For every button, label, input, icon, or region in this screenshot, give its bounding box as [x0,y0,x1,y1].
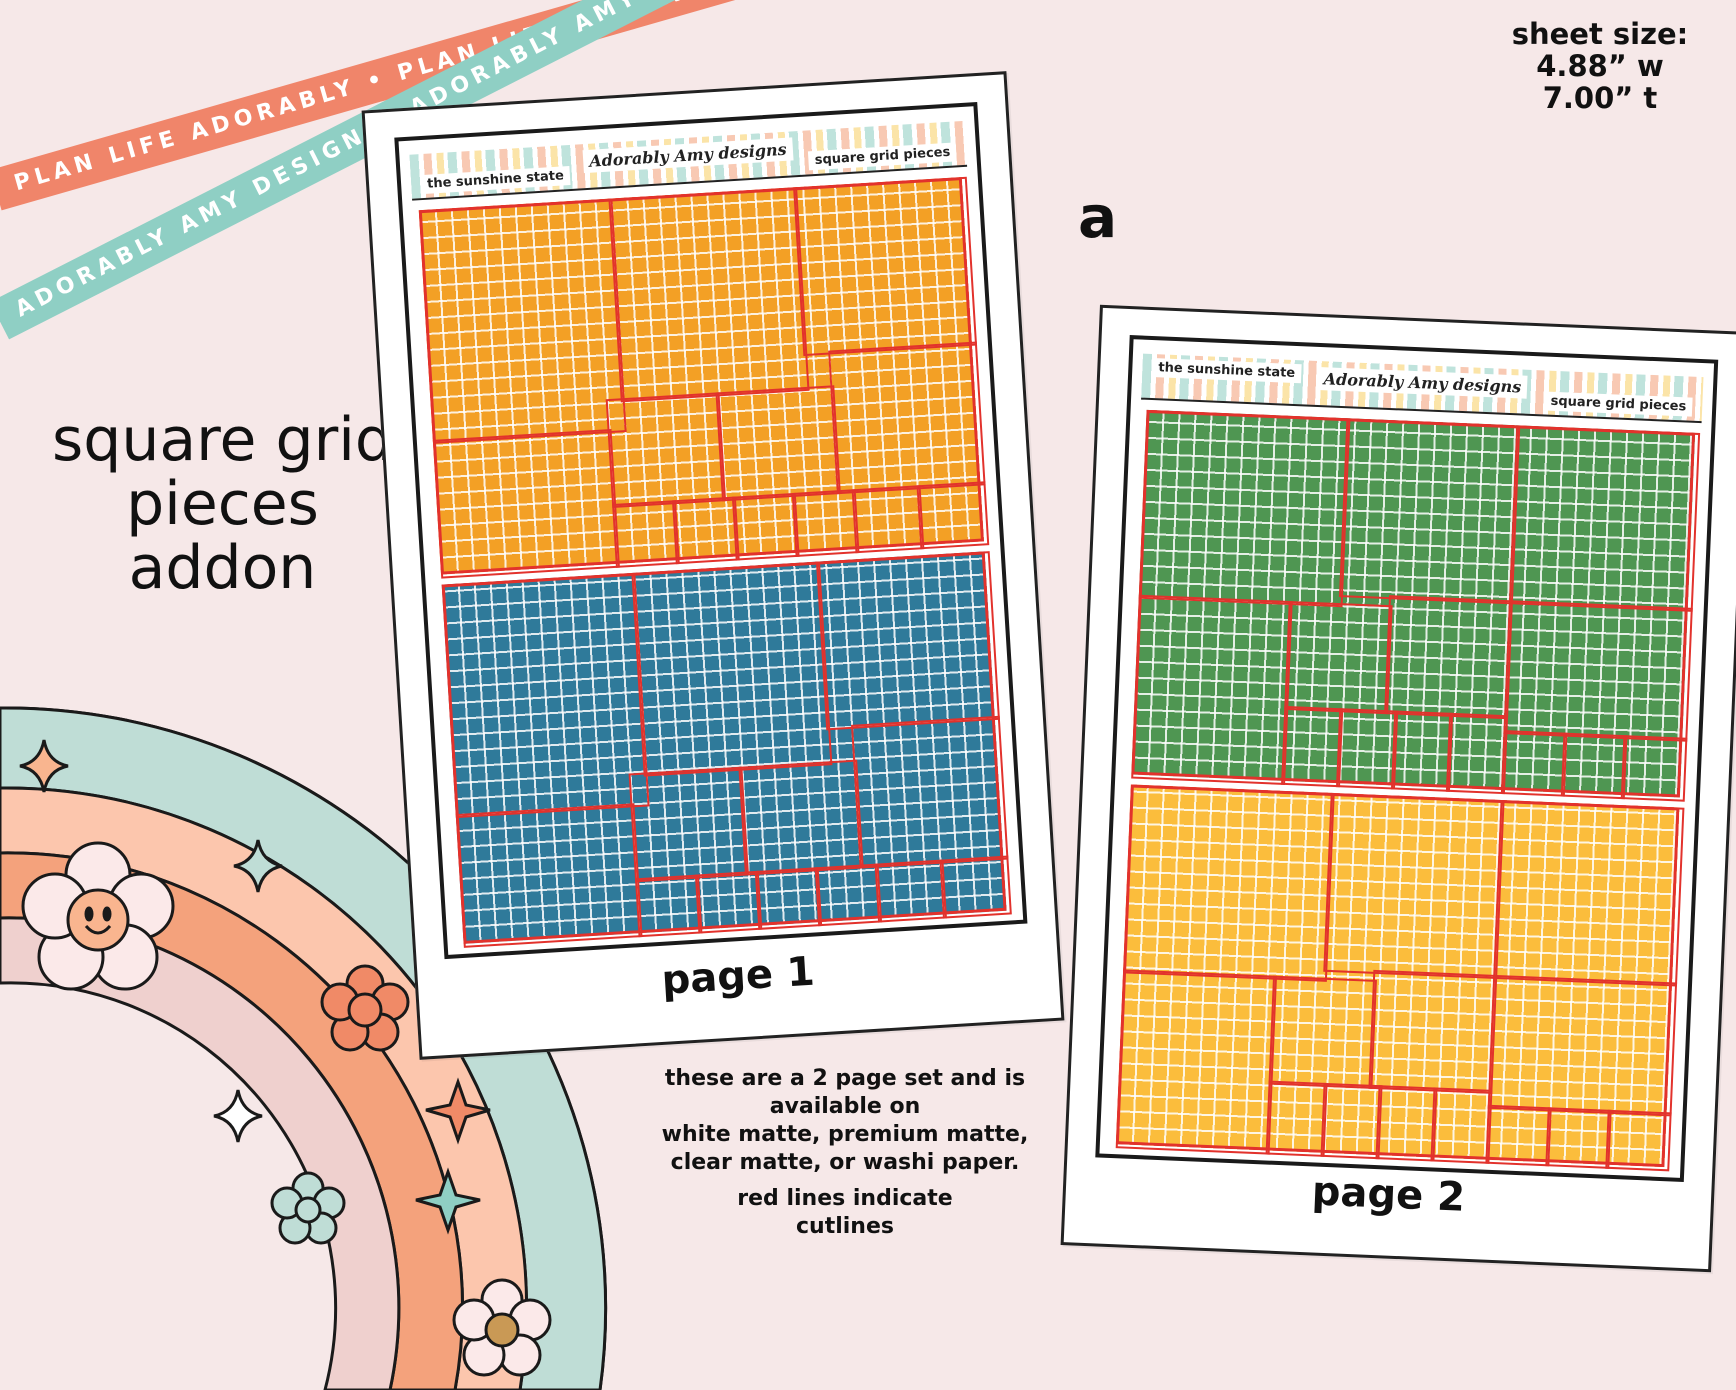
sticker-sheet: the sunshine state Adorably Amy designs … [394,102,1028,960]
cutline [694,870,763,934]
title-line-2: pieces [126,469,319,539]
flower-icon [452,1278,552,1377]
grid-panel-blue [441,551,1012,948]
product-info: these are a 2 page set and is available … [660,1065,1030,1241]
star-icon [415,1167,481,1235]
cutline [828,341,986,495]
cutline [634,874,703,938]
info-line: cutlines [796,1214,894,1239]
sheet-theme-label: the sunshine state [1152,358,1302,384]
cutline [1545,1107,1612,1169]
cutline [1335,708,1399,790]
grid-panel-orange [418,176,990,579]
grid-panel-yellow [1115,784,1685,1172]
cutline [793,176,978,357]
cutline [418,198,627,444]
cutline [738,759,864,876]
cutline [791,489,860,557]
sheet-kit-label: square grid pieces [808,142,957,171]
cutline [815,551,1000,731]
cutline [1384,595,1513,720]
cutline [1605,1109,1672,1172]
cutline [715,385,841,502]
cutline [1487,974,1678,1117]
cutline [1123,784,1335,982]
info-line: white matte, premium matte, [661,1122,1029,1147]
cutline [916,481,990,550]
flower-icon [270,1171,346,1245]
cutline [1115,969,1278,1155]
cutline [432,428,620,579]
smiley-flower-icon [21,841,175,991]
sheet-preview-page-2: the sunshine state Adorably Amy designs … [1060,304,1736,1273]
sticker-sheet: the sunshine state Adorably Amy designs … [1095,335,1719,1182]
cutline [605,392,727,509]
info-line: clear matte, or washi paper. [670,1150,1020,1175]
rainbow-illustration [0,706,608,1390]
title-line-1: square grid [52,405,393,475]
cutline [1390,710,1454,792]
cutline [939,855,1012,919]
grid-panel-green [1131,409,1701,802]
sheet-size-height: 7.00” t [1542,81,1658,115]
cutline [628,766,749,883]
cutline [851,485,925,554]
cutline [1445,712,1509,795]
cutline [1320,1082,1383,1160]
cutline [874,859,947,923]
cutline [1503,600,1693,742]
product-title: square grid pieces addon [30,408,415,600]
cutline [1430,1087,1493,1164]
brand-logo: Adorably Amy designs [582,137,794,174]
variant-letter: a [1078,183,1118,251]
cutline [671,496,740,565]
cutline [754,867,823,930]
sparkle-icon [233,839,283,893]
cutline [1265,1080,1328,1157]
sheet-kit-label: square grid pieces [1544,391,1693,417]
cutline [1620,735,1688,802]
cutline [441,572,650,819]
cutline [1560,732,1628,800]
cutline [850,715,1009,869]
cutline [1138,409,1351,608]
cutline [1281,705,1344,788]
cutline [1508,425,1701,612]
cutline [814,863,883,927]
cutline [1338,418,1521,605]
sheet-theme-label: the sunshine state [420,166,571,195]
sheet-preview-page-1: the sunshine state Adorably Amy designs … [361,71,1065,1060]
cutline [455,803,643,948]
brand-logo: Adorably Amy designs [1317,366,1528,399]
cutline [608,187,810,403]
cutline [1284,600,1393,715]
cutline [1323,792,1505,980]
sheet-size-info: sheet size: 4.88” w 7.00” t [1500,18,1700,114]
cutline [1131,594,1293,785]
cutline [1500,730,1568,797]
cutline [731,492,800,561]
info-line: red lines indicate [737,1186,953,1211]
cutline [612,500,680,568]
sparkle-icon [213,1089,263,1143]
cutline [1368,969,1498,1094]
star-icon [425,1077,491,1145]
info-line: available on [769,1094,921,1119]
info-line: these are a 2 page set and is [664,1066,1026,1091]
cutline [1375,1085,1438,1162]
sparkle-icon [19,739,69,793]
sheet-size-label: sheet size: [1511,17,1689,51]
title-line-3: addon [128,533,317,603]
cutline [1493,799,1685,987]
flower-icon [320,964,410,1052]
cutline [631,561,833,777]
sheet-size-width: 4.88” w [1536,49,1664,83]
cutline [1485,1104,1552,1167]
cutline [1268,975,1377,1089]
